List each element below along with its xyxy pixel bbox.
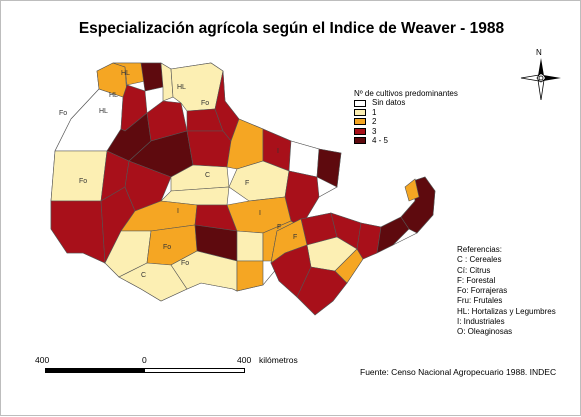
region-label: I [277,148,279,155]
legend-label: 2 [372,117,377,127]
scale-bar [45,368,245,373]
reference-item: F: Forestal [457,275,496,285]
region-label: HL [177,84,186,91]
reference-item: C : Cereales [457,255,502,265]
map-region [140,62,164,92]
region-label: I [259,210,261,217]
region-label: Fo [79,178,87,185]
reference-item: I: Industriales [457,317,505,327]
scale-left-label: 400 [35,355,50,365]
legend-swatch [354,118,366,126]
region-label: Fo [163,244,171,251]
legend-swatch [354,137,366,145]
references: Referencias: C : Cereales Cí: Citrus F: … [457,245,556,338]
legend-item: Sin datos [354,98,458,107]
region-label: F [245,180,249,187]
region-label: HL [99,108,108,115]
map-region [50,150,108,202]
map-title: Especialización agrícola según el Indice… [78,20,505,37]
legend-title: Nº de cultivos predominantes [354,89,458,98]
region-label: Fo [201,100,209,107]
legend-swatch [354,127,366,135]
reference-item: HL: Hortalizas y Legumbres [457,306,556,316]
region-label: C [205,172,210,179]
legend-label: 1 [372,107,377,117]
map-region [170,250,238,292]
legend-label: 3 [372,126,377,136]
legend-item: 3 [354,127,458,136]
source-note: Fuente: Censo Nacional Agropecuario 1988… [360,367,557,377]
region-label: HL [109,92,118,99]
region-label: HL [121,70,130,77]
map-region [236,260,264,292]
scale-unit-label: kilómetros [259,355,298,365]
scale-mid-label: 0 [142,355,147,365]
reference-item: Fru: Frutales [457,296,503,306]
legend-label: 4 - 5 [372,135,389,145]
map-region [376,216,410,254]
region-label: Fo [59,110,67,117]
map-region [404,178,420,202]
map-region [316,148,342,188]
references-title: Referencias: [457,245,502,254]
map-region [112,62,146,86]
north-label: N [536,48,542,57]
map-region [186,130,232,168]
map-region [288,140,320,178]
map-region [160,62,174,102]
reference-item: O: Oleaginosas [457,327,513,337]
map-region [146,100,188,142]
legend-item: 1 [354,108,458,117]
reference-item: Cí: Citrus [457,265,491,275]
legend: Nº de cultivos predominantes Sin datos 1… [354,89,458,145]
legend-label: Sin datos [372,98,406,108]
map-region [356,222,382,260]
map-region [50,200,106,264]
region-label: C [141,272,146,279]
scale-right-label: 400 [237,355,252,365]
region-label: Fo [181,260,189,267]
legend-swatch [354,99,366,107]
map-region [400,176,436,234]
legend-item: 4 - 5 [354,136,458,145]
reference-item: Fo: Forrajeras [457,286,508,296]
north-arrow-icon [520,58,561,101]
region-label: F [277,224,281,231]
legend-item: 2 [354,117,458,126]
map-region [236,230,264,262]
legend-swatch [354,108,366,116]
region-label: F [293,234,297,241]
region-label: I [177,208,179,215]
